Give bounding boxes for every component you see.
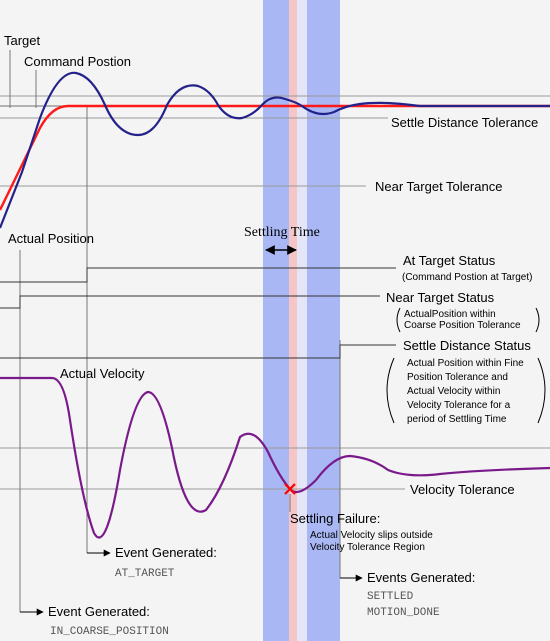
velocity-tolerance-label: Velocity Tolerance <box>410 482 515 497</box>
settling-time-label: Settling Time <box>244 225 320 240</box>
actual-position-label: Actual Position <box>8 231 94 246</box>
at-target-status-desc: (Command Postion at Target) <box>402 272 532 283</box>
near-target-status-line <box>0 295 380 309</box>
settle-desc-5: period of Settling Time <box>407 414 507 425</box>
actual-velocity-curve <box>0 376 550 539</box>
brackets <box>386 307 546 424</box>
settle-desc-4: Velocity Tolerance for a <box>407 400 511 411</box>
event-coarse-code: IN_COARSE_POSITION <box>50 626 169 638</box>
events-settled-code-1: SETTLED <box>367 591 414 603</box>
settle-desc-1: Actual Position within Fine <box>407 358 524 369</box>
at-target-status-line <box>0 267 396 283</box>
settling-failure-desc-1: Actual Velocity slips outside <box>310 530 433 541</box>
settle-distance-status-line <box>0 344 396 359</box>
command-position-label: Command Postion <box>24 54 131 69</box>
at-target-status-label: At Target Status <box>403 253 496 268</box>
near-target-status-label: Near Target Status <box>386 290 495 305</box>
events-settled-code-2: MOTION_DONE <box>367 607 440 619</box>
settling-failure-label: Settling Failure: <box>290 511 380 526</box>
event-at-target-code: AT_TARGET <box>115 568 175 580</box>
settling-band-failure <box>289 0 297 641</box>
event-coarse-title: Event Generated: <box>48 604 150 619</box>
events-settled-title: Events Generated: <box>367 570 475 585</box>
event-at-target-title: Event Generated: <box>115 545 217 560</box>
actual-position-curve <box>0 71 550 229</box>
target-label: Target <box>4 33 41 48</box>
actual-velocity-label: Actual Velocity <box>60 366 145 381</box>
x-mark-icon <box>284 483 296 495</box>
settle-desc-2: Position Tolerance and <box>407 372 508 383</box>
near-target-status-desc-1: ActualPosition within <box>404 309 496 320</box>
settle-desc-3: Actual Velocity within <box>407 386 500 397</box>
near-target-tolerance-label: Near Target Tolerance <box>375 179 502 194</box>
command-position-curve <box>0 104 550 211</box>
settling-band-right <box>297 0 307 641</box>
settle-distance-status-label: Settle Distance Status <box>403 338 531 353</box>
status-lines <box>0 267 396 359</box>
settle-distance-tolerance-label: Settle Distance Tolerance <box>391 115 538 130</box>
near-target-status-desc-2: Coarse Position Tolerance <box>404 320 521 331</box>
settling-failure-desc-2: Velocity Tolerance Region <box>310 542 425 553</box>
